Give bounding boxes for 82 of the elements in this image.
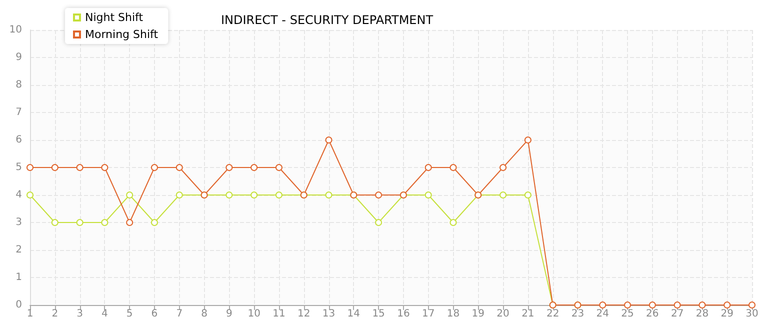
x-tick-label: 6 [151, 308, 158, 320]
point [226, 192, 233, 198]
x-tick-label: 9 [226, 308, 232, 320]
legend-label: Night Shift [85, 11, 144, 24]
y-tick-label: 6 [16, 134, 22, 146]
legend-label: Morning Shift [85, 28, 159, 41]
point [325, 192, 332, 198]
point [424, 192, 432, 198]
x-tick-label: 16 [397, 308, 410, 320]
point [76, 219, 84, 226]
y-tick-label: 3 [16, 217, 22, 228]
point [76, 164, 84, 171]
point [375, 219, 382, 226]
point [724, 302, 731, 308]
y-tick-label: 1 [16, 272, 22, 283]
point [176, 192, 183, 198]
x-tick-label: 14 [347, 308, 360, 320]
y-tick-label: 5 [16, 162, 22, 173]
point [624, 302, 632, 308]
point [450, 219, 457, 226]
x-tick-label: 29 [720, 308, 734, 320]
y-tick-label: 10 [9, 24, 22, 36]
y-tick-label: 0 [16, 300, 22, 310]
y-tick-label: 9 [16, 52, 22, 63]
x-tick-label: 1 [26, 308, 34, 320]
point [51, 219, 58, 226]
x-tick-label: 13 [322, 308, 336, 320]
chart-title: INDIRECT - SECURITY DEPARTMENT [220, 13, 434, 27]
point [150, 164, 158, 171]
x-tick-label: 11 [272, 308, 286, 320]
point [524, 192, 532, 198]
point [250, 192, 258, 198]
x-tick-label: 30 [746, 308, 758, 320]
point [674, 302, 681, 308]
point [275, 164, 282, 171]
x-tick-label: 20 [496, 308, 510, 320]
x-tick-label: 3 [76, 308, 83, 320]
x-tick-label: 24 [596, 308, 609, 320]
point [424, 164, 432, 171]
point [150, 219, 158, 226]
point [126, 192, 134, 198]
point [51, 164, 58, 171]
point [648, 302, 656, 308]
x-tick-label: 4 [102, 308, 108, 320]
point [599, 302, 606, 308]
point [26, 164, 34, 171]
point [101, 219, 108, 226]
x-tick-label: 21 [522, 308, 534, 320]
x-tick-label: 27 [670, 308, 684, 320]
x-tick-label: 8 [201, 308, 208, 320]
y-tick-label: 2 [16, 244, 22, 256]
x-tick-label: 2 [52, 308, 58, 320]
x-tick-label: 12 [297, 308, 310, 320]
x-tick-label: 23 [571, 308, 584, 320]
point [101, 164, 108, 171]
point [126, 219, 134, 226]
x-tick-label: 7 [176, 308, 183, 320]
point [26, 192, 34, 198]
point [176, 164, 183, 171]
x-tick-label: 26 [646, 308, 659, 320]
point [500, 164, 507, 171]
x-tick-label: 19 [472, 308, 485, 320]
point [450, 164, 457, 171]
x-tick-label: 10 [248, 308, 260, 320]
x-tick-label: 5 [126, 308, 133, 320]
point [524, 136, 532, 144]
point [500, 192, 507, 198]
point [325, 136, 332, 144]
y-tick-label: 7 [16, 107, 22, 118]
y-tick-label: 8 [16, 80, 22, 90]
y-tick-label: 4 [16, 190, 22, 200]
x-tick-label: 15 [372, 308, 385, 320]
x-tick-label: 18 [446, 308, 460, 320]
x-tick-label: 17 [422, 308, 435, 320]
point [250, 164, 258, 171]
x-tick-label: 25 [621, 308, 634, 320]
point [275, 192, 282, 198]
point [698, 302, 706, 308]
x-tick-label: 28 [696, 308, 709, 320]
point [226, 164, 233, 171]
x-tick-label: 22 [546, 308, 560, 320]
point [375, 192, 382, 198]
